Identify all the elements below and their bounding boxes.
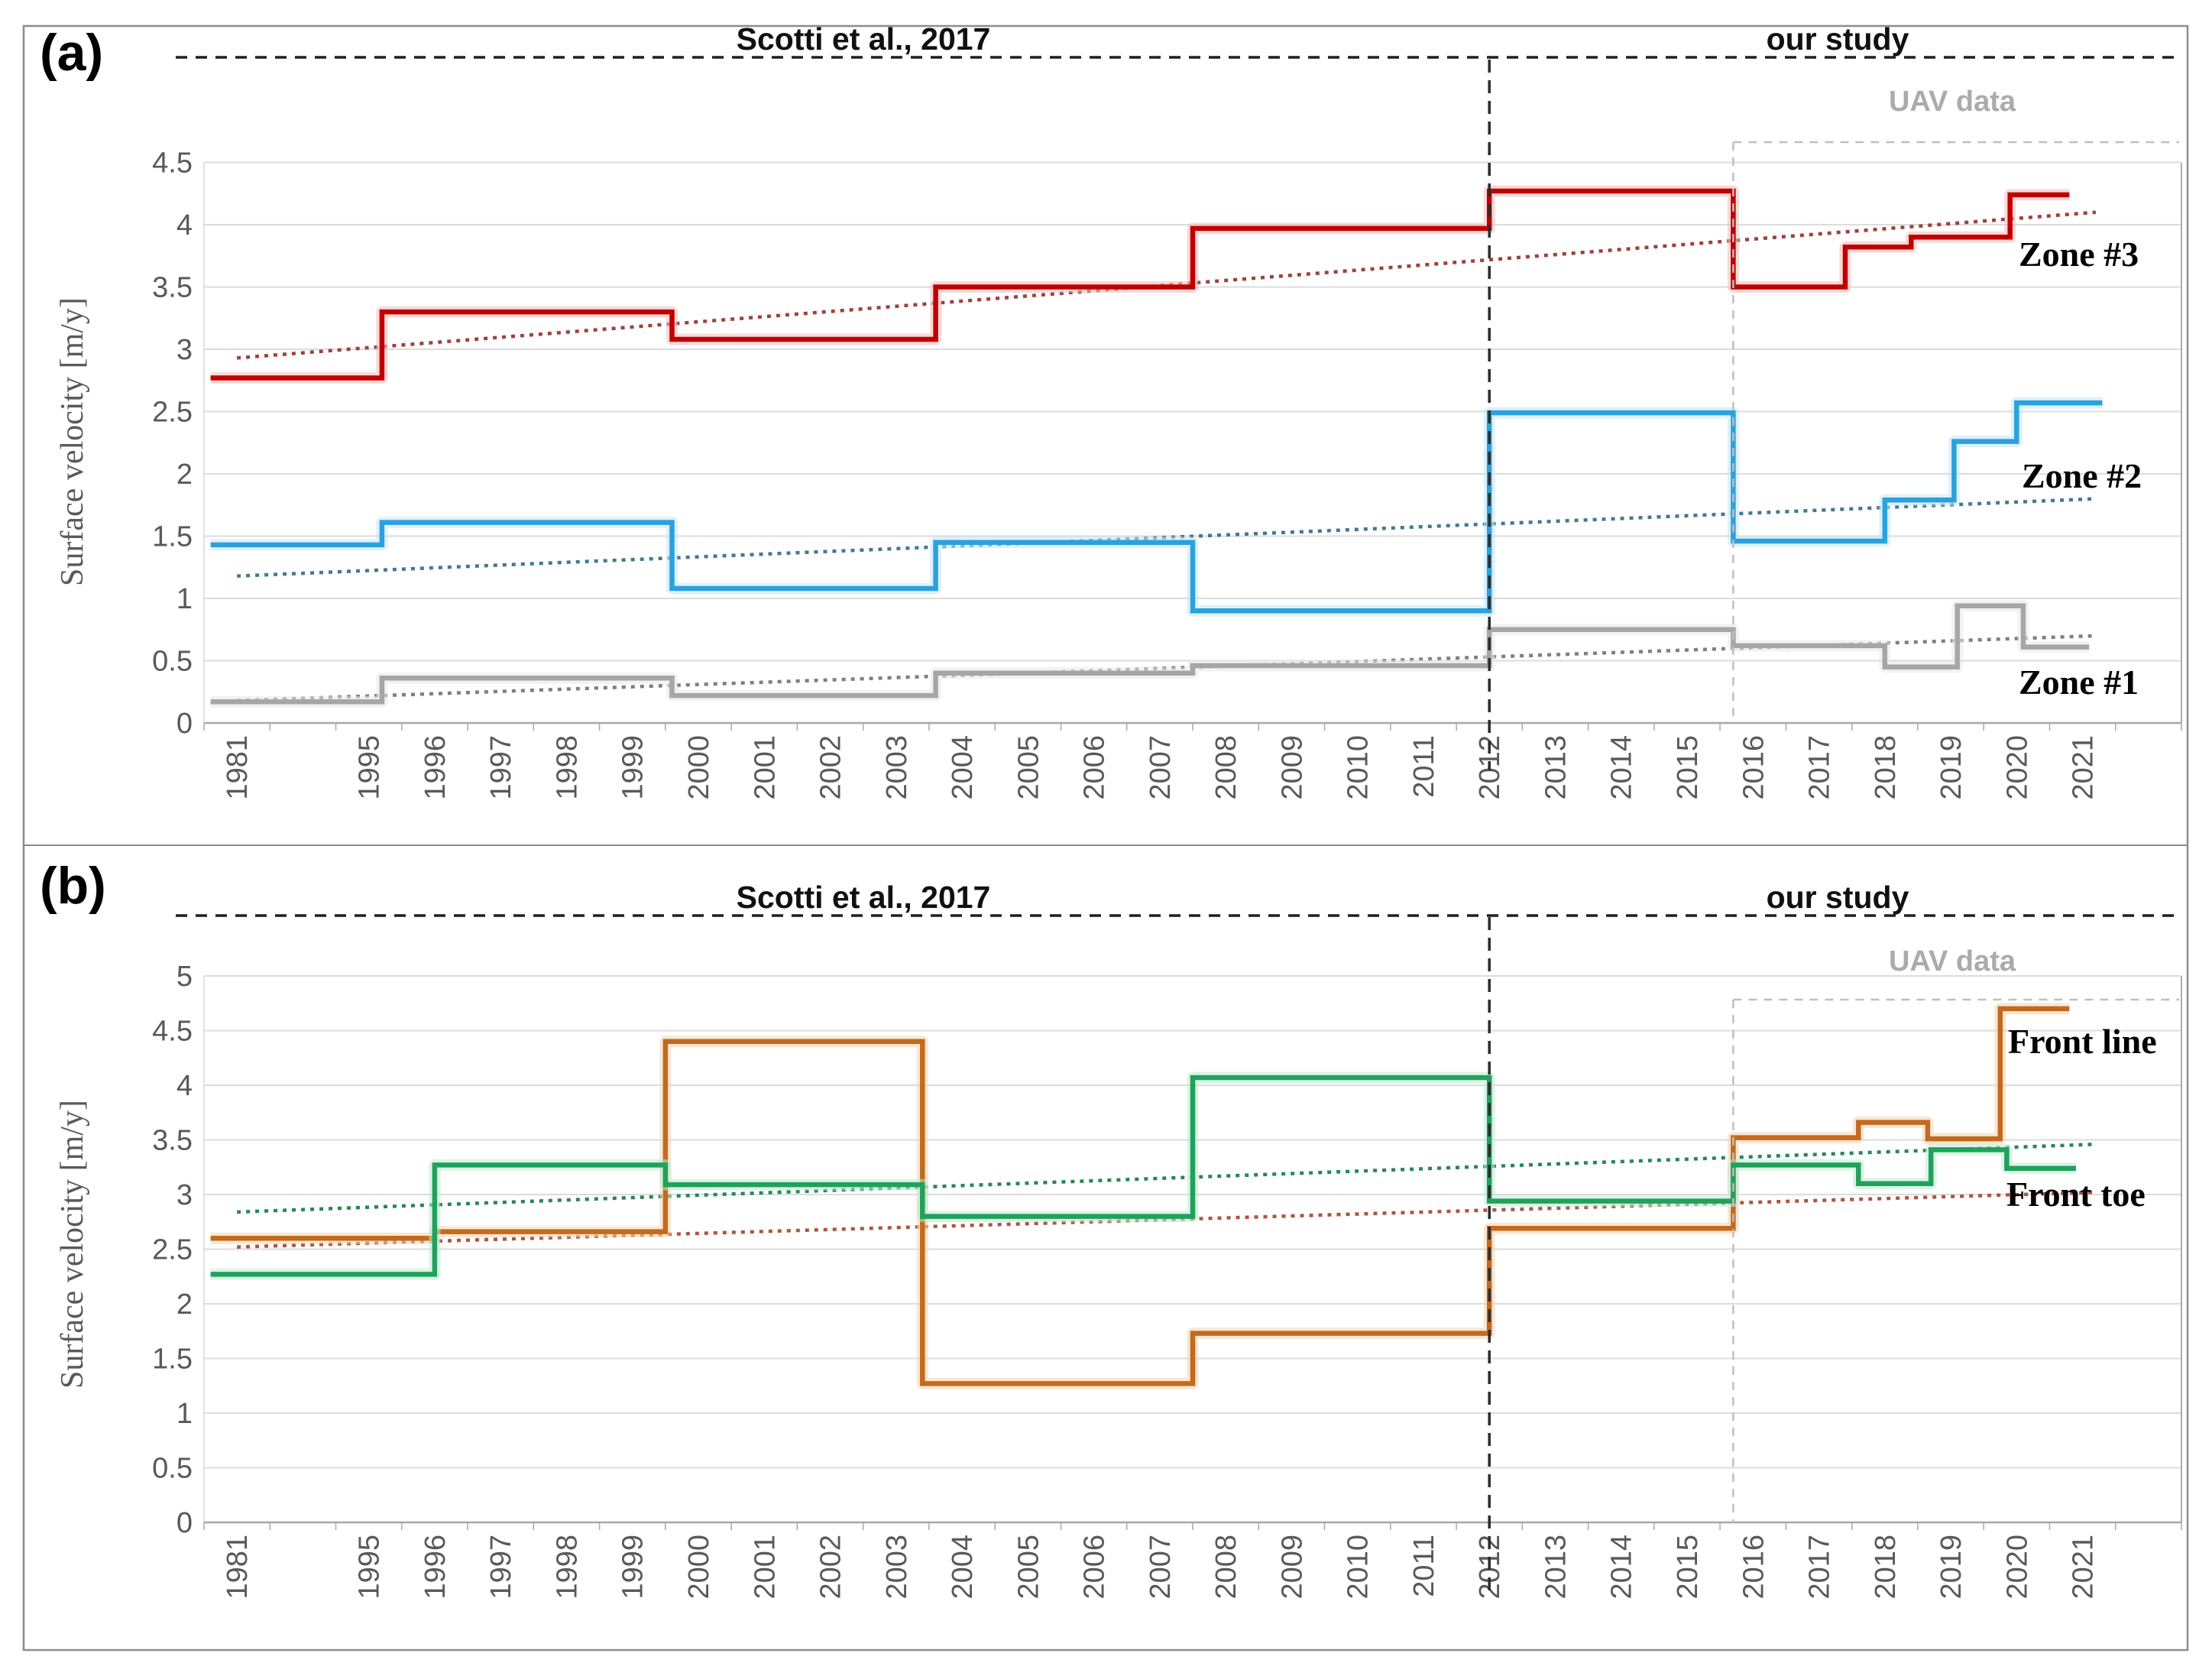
panel-a-title-our-study: our study [1766,21,1909,57]
y-tick-label: 4 [177,1070,193,1102]
y-tick-label: 2 [177,459,193,491]
y-tick-label: 0 [177,1507,193,1539]
x-tick-label: 2013 [1540,1535,1572,1600]
x-tick-label: 1981 [222,735,254,800]
x-tick-label: 2002 [815,735,847,800]
x-tick-label: 2010 [1342,735,1375,800]
x-tick-label: 2014 [1606,735,1638,800]
x-tick-label: 2019 [1935,1535,1967,1600]
panel-b-letter: (b) [40,857,106,915]
x-tick-label: 2017 [1804,735,1836,800]
x-tick-label: 2020 [2001,1535,2033,1600]
x-tick-label: 2004 [947,1535,979,1600]
y-tick-label: 3 [177,334,193,366]
x-tick-label: 2001 [749,1535,781,1600]
x-tick-label: 1981 [222,1535,254,1600]
x-tick-label: 2017 [1804,1535,1836,1600]
x-tick-label: 2002 [815,1535,847,1600]
x-tick-label: 2020 [2001,735,2033,800]
y-tick-label: 4.5 [152,148,193,180]
x-tick-label: 2011 [1408,1535,1440,1597]
x-tick-label: 2000 [683,735,715,800]
x-tick-label: 2005 [1012,1535,1044,1600]
zone-1-series-label: Zone #1 [2019,663,2139,702]
x-tick-label: 2003 [881,735,913,800]
x-tick-label: 2005 [1012,735,1044,800]
panel-a-letter: (a) [40,24,104,82]
front-line-series-label: Front line [2008,1022,2157,1061]
panel-b-title-scotti: Scotti et al., 2017 [736,880,991,915]
y-tick-label: 3.5 [152,1125,193,1157]
x-tick-label: 2010 [1342,1535,1375,1600]
zone-2-series-label: Zone #2 [2022,456,2142,495]
x-tick-label: 2007 [1145,735,1177,800]
x-tick-label: 1998 [552,1535,584,1600]
x-tick-label: 2006 [1079,735,1111,800]
zone-3-series-label: Zone #3 [2019,235,2139,274]
y-tick-label: 0.5 [152,646,193,678]
x-tick-label: 2009 [1276,735,1308,800]
x-tick-label: 2001 [749,735,781,800]
y-tick-label: 5 [177,961,193,993]
panel-a-title-scotti: Scotti et al., 2017 [736,21,991,57]
x-tick-label: 2009 [1276,1535,1308,1600]
x-tick-label: 2008 [1210,1535,1242,1600]
x-tick-label: 1996 [419,735,452,800]
y-tick-label: 1.5 [152,1344,193,1376]
x-tick-label: 2015 [1672,735,1704,800]
x-tick-label: 1999 [617,735,649,800]
zone-2-step-line [210,400,2103,614]
x-tick-label: 1995 [354,1535,386,1600]
y-tick-label: 1 [177,583,193,615]
y-tick-label: 3.5 [152,272,193,304]
x-tick-label: 2016 [1738,735,1770,800]
x-tick-label: 2013 [1540,735,1572,800]
x-tick-label: 2011 [1408,735,1440,798]
y-tick-label: 1 [177,1398,193,1430]
y-tick-label: 1.5 [152,521,193,553]
x-tick-label: 2018 [1870,1535,1902,1600]
x-tick-label: 2003 [881,1535,913,1600]
y-tick-label: 4 [177,209,193,242]
y-tick-label: 2 [177,1289,193,1321]
zone-2-trend-line [237,497,2096,578]
x-tick-label: 1996 [419,1535,452,1600]
x-tick-label: 2006 [1079,1535,1111,1600]
x-tick-label: 2019 [1935,735,1967,800]
panel-a-uav-label: UAV data [1888,86,2016,118]
x-tick-label: 2008 [1210,735,1242,800]
x-tick-label: 2007 [1145,1535,1177,1600]
x-tick-label: 1999 [617,1535,649,1600]
y-tick-label: 2.5 [152,1234,193,1266]
x-tick-label: 2000 [683,1535,715,1600]
x-tick-label: 2021 [2068,735,2100,800]
panel-a-y-axis-title: Surface velocity [m/y] [55,297,90,586]
x-tick-label: 2021 [2068,1535,2100,1600]
x-tick-label: 2016 [1738,1535,1770,1600]
x-tick-label: 1998 [552,735,584,800]
panel-b-uav-label: UAV data [1888,945,2016,977]
x-tick-label: 1995 [354,735,386,800]
x-tick-label: 1997 [485,1535,517,1600]
y-tick-label: 4.5 [152,1016,193,1048]
front-toe-step-line [210,1075,2076,1277]
front-toe-trend-line [237,1142,2096,1214]
y-tick-label: 3 [177,1179,193,1211]
panel-b-y-axis-title: Surface velocity [m/y] [55,1100,90,1389]
x-tick-label: 2004 [947,735,979,800]
x-tick-label: 1997 [485,735,517,800]
x-tick-label: 2018 [1870,735,1902,800]
figure-border [22,24,2189,1652]
front-toe-series-label: Front toe [2006,1175,2146,1214]
x-tick-label: 2015 [1672,1535,1704,1600]
y-tick-label: 0.5 [152,1453,193,1485]
y-tick-label: 2.5 [152,397,193,429]
y-tick-label: 0 [177,708,193,740]
x-tick-label: 2014 [1606,1535,1638,1600]
panel-b-title-our-study: our study [1766,880,1909,915]
